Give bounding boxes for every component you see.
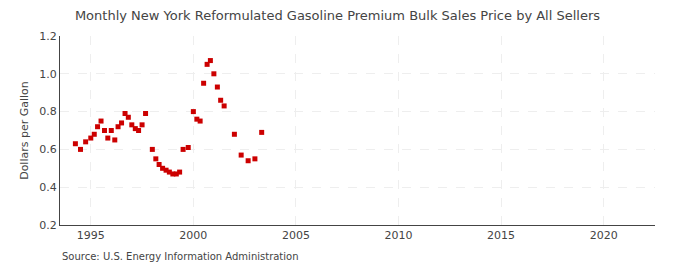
svg-text:Source: U.S. Energy Informatio: Source: U.S. Energy Information Administ… [62,251,299,262]
svg-text:1.2: 1.2 [39,30,57,43]
svg-text:0.4: 0.4 [39,181,57,194]
svg-text:Dollars per Gallon: Dollars per Gallon [18,81,31,180]
svg-text:2020: 2020 [590,229,618,242]
svg-text:0.8: 0.8 [39,105,57,118]
svg-text:2000: 2000 [179,229,207,242]
svg-text:0.6: 0.6 [39,143,57,156]
svg-text:2010: 2010 [385,229,413,242]
svg-text:1.0: 1.0 [39,68,57,81]
svg-text:2005: 2005 [282,229,310,242]
svg-text:2015: 2015 [487,229,515,242]
svg-text:Monthly New York Reformulated: Monthly New York Reformulated Gasoline P… [75,8,600,23]
svg-text:1995: 1995 [77,229,105,242]
svg-text:0.2: 0.2 [39,219,57,232]
